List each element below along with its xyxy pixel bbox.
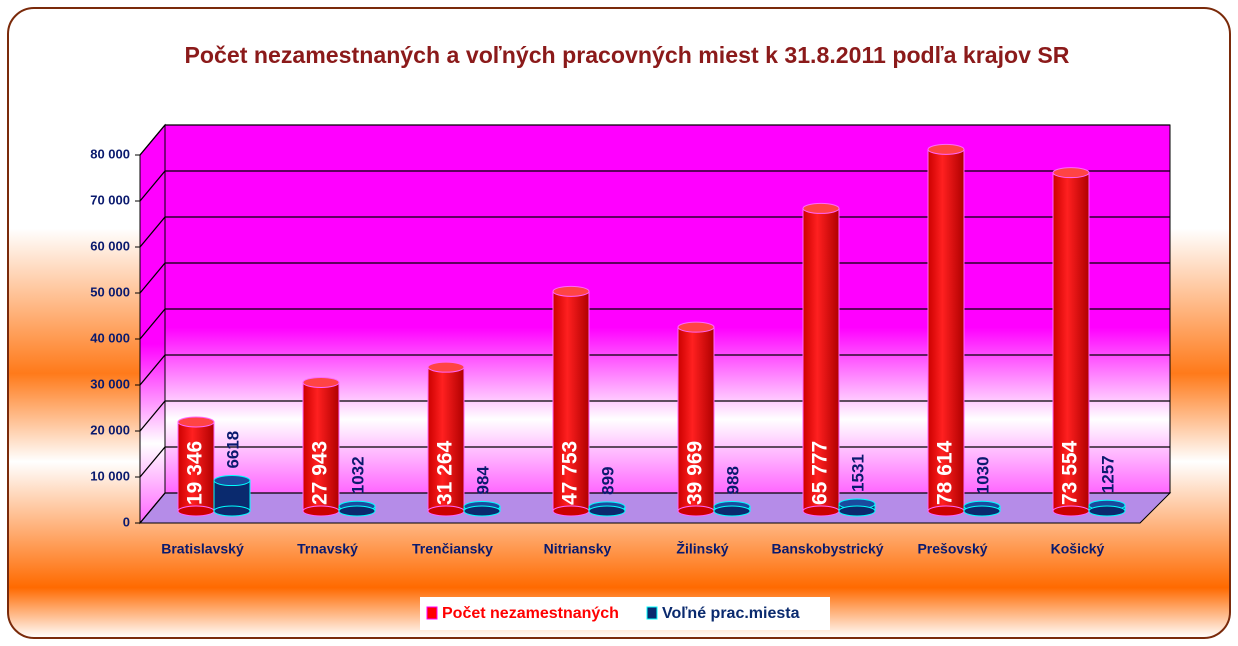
value-label: 988 — [723, 466, 742, 494]
bar-bottom — [552, 505, 590, 517]
x-tick-label: Bratislavský — [161, 541, 244, 557]
bar — [677, 326, 715, 512]
value-label: 6618 — [223, 431, 242, 469]
bar-top — [427, 361, 465, 373]
value-label: 65 777 — [809, 441, 832, 505]
x-tick-label: Trenčiansky — [412, 541, 493, 557]
value-label: 984 — [473, 466, 492, 495]
x-tick-label: Nitriansky — [544, 541, 612, 557]
bar — [177, 421, 215, 512]
bar-bottom — [838, 505, 876, 517]
value-label: 1030 — [973, 456, 992, 494]
bar-top — [802, 202, 840, 214]
legend-label: Počet nezamestnaných — [442, 605, 619, 622]
bar-top — [302, 376, 340, 388]
y-tick-label: 70 000 — [90, 192, 130, 207]
bar — [552, 290, 590, 512]
bar-bottom — [177, 505, 215, 517]
value-label: 1257 — [1098, 455, 1117, 493]
value-label: 39 969 — [684, 441, 707, 505]
bar-top — [677, 321, 715, 333]
chart-title: Počet nezamestnaných a voľných pracovnýc… — [185, 42, 1070, 68]
bar-bottom — [338, 505, 376, 517]
x-tick-label: Trnavský — [297, 541, 358, 557]
value-label: 27 943 — [309, 441, 332, 505]
value-label: 31 264 — [434, 440, 457, 505]
y-tick-label: 30 000 — [90, 376, 130, 391]
y-tick-label: 10 000 — [90, 468, 130, 483]
bar-bottom — [927, 505, 965, 517]
bar-bottom — [213, 505, 251, 517]
floor — [138, 492, 1172, 524]
y-tick-label: 20 000 — [90, 422, 130, 437]
legend-box — [420, 597, 830, 630]
value-label: 73 554 — [1059, 440, 1082, 505]
bar-top — [552, 285, 590, 297]
bar-top — [177, 416, 215, 428]
x-tick-label: Žilinský — [676, 540, 728, 557]
legend-swatch — [426, 606, 438, 620]
x-tick-label: Banskobystrický — [771, 541, 883, 557]
bar-bottom — [463, 505, 501, 517]
value-label: 19 346 — [184, 441, 207, 505]
bar-bottom — [1052, 505, 1090, 517]
bar-bottom — [963, 505, 1001, 517]
grid-line — [139, 170, 1170, 202]
value-label: 1531 — [848, 454, 867, 492]
bar-bottom — [713, 505, 751, 517]
bar-bottom — [677, 505, 715, 517]
grid-line — [139, 124, 1170, 156]
bar-top — [1052, 167, 1090, 179]
value-label: 47 753 — [559, 441, 582, 505]
bar — [927, 148, 965, 512]
bar-bottom — [1088, 505, 1126, 517]
bar-top — [213, 475, 251, 487]
bar-bottom — [588, 505, 626, 517]
y-tick-label: 60 000 — [90, 238, 130, 253]
y-tick-label: 0 — [123, 514, 130, 529]
bar — [802, 207, 840, 512]
y-tick-label: 80 000 — [90, 146, 130, 161]
x-tick-label: Prešovský — [917, 541, 987, 557]
value-label: 899 — [598, 466, 617, 494]
legend-swatch — [646, 606, 658, 620]
legend-label: Voľné prac.miesta — [662, 605, 800, 622]
bar-top — [927, 143, 965, 155]
bar-bottom — [802, 505, 840, 517]
value-label: 1032 — [348, 456, 367, 494]
bar-bottom — [427, 505, 465, 517]
y-tick-label: 50 000 — [90, 284, 130, 299]
legend: Počet nezamestnaných Voľné prac.miesta — [420, 597, 830, 630]
bar — [1052, 172, 1090, 512]
bar — [427, 366, 465, 512]
bar-bottom — [302, 505, 340, 517]
y-tick-label: 40 000 — [90, 330, 130, 345]
x-tick-label: Košický — [1051, 541, 1105, 557]
value-label: 78 614 — [934, 440, 957, 505]
